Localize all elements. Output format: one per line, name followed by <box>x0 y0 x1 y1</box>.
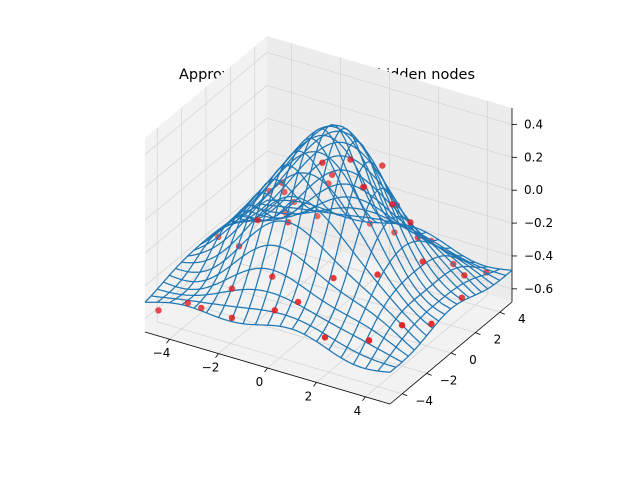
y-tick-mark <box>475 332 481 335</box>
wire-line-y <box>181 202 305 306</box>
data-point <box>407 219 414 226</box>
y-tick-label: 4 <box>518 312 526 326</box>
x-tick-label: 4 <box>354 404 362 418</box>
data-point <box>389 201 396 208</box>
data-point <box>271 307 278 314</box>
gridline-z <box>266 52 513 125</box>
wire-line-y <box>169 200 292 304</box>
y-tick-label: −4 <box>415 394 433 408</box>
gridline-z <box>266 150 513 224</box>
surface-wireframe <box>144 124 513 373</box>
data-point <box>328 171 336 178</box>
x-tick-label: 0 <box>256 375 264 389</box>
x-tick-mark <box>166 338 170 344</box>
x-tick-label: −4 <box>153 346 171 360</box>
data-point <box>254 216 261 224</box>
data-point <box>419 258 426 265</box>
gridline-y <box>205 280 452 354</box>
wire-line-y <box>279 127 402 327</box>
data-point <box>365 337 373 344</box>
data-point <box>330 274 337 282</box>
wire-line-y <box>242 137 366 324</box>
gridline-z <box>144 117 268 221</box>
gridline-z <box>144 216 268 320</box>
z-tick-label: 0.2 <box>524 150 543 164</box>
data-point <box>461 272 468 279</box>
gridline-z <box>266 117 513 191</box>
gridline-y <box>157 321 403 395</box>
z-tick-label: −0.2 <box>524 216 553 230</box>
y-tick-label: −2 <box>440 373 458 387</box>
gridline-z <box>144 183 268 287</box>
data-point <box>314 212 321 220</box>
wire-line-y <box>156 199 280 303</box>
data-point <box>228 314 236 321</box>
data-point <box>398 322 406 329</box>
wire-line-y <box>230 150 354 322</box>
y-tick-mark <box>402 393 408 397</box>
data-point <box>428 320 435 327</box>
data-point <box>228 285 236 292</box>
z-tick-label: 0.4 <box>524 117 543 131</box>
wire-line-y <box>266 124 390 326</box>
wire-line-y <box>254 128 378 325</box>
data-point <box>374 271 381 278</box>
y-tick-mark <box>426 373 432 376</box>
wire-line-y <box>352 255 476 365</box>
data-point <box>360 183 368 191</box>
x-tick-label: 2 <box>305 389 313 403</box>
y-tick-label: 2 <box>494 333 502 347</box>
y-tick-mark <box>450 352 457 356</box>
wire-line-y <box>340 240 464 359</box>
wire-line-y <box>377 268 501 372</box>
gridline-y <box>230 260 476 333</box>
wire-line-y <box>193 192 317 309</box>
data-point <box>184 299 191 307</box>
data-point <box>198 304 205 312</box>
data-point <box>294 298 302 306</box>
data-point <box>347 156 354 163</box>
points-front <box>155 156 468 344</box>
wire-line-y <box>328 215 451 351</box>
x-tick-label: −2 <box>202 361 220 375</box>
wire-line-y <box>389 269 513 373</box>
gridline-z <box>266 216 513 290</box>
plot-area <box>144 124 513 373</box>
data-point <box>458 294 466 301</box>
y-tick-label: 0 <box>469 353 477 367</box>
z-tick-label: −0.4 <box>524 249 553 263</box>
x-tick-mark <box>215 353 219 358</box>
wire-line-y <box>144 199 268 303</box>
wire-line-y <box>217 164 341 318</box>
data-point <box>155 307 162 314</box>
gridline-z <box>144 52 268 155</box>
wire-line-y <box>205 178 329 314</box>
gridline-z <box>266 84 513 158</box>
wire-line-y <box>364 265 488 370</box>
data-point <box>269 273 276 280</box>
axis-ticks: −4 −2 0 2 4 −4 −2 0 2 4 0.4 0.2 0.0 −0.2 −0.4 −0.6 <box>153 117 553 417</box>
y-tick-mark <box>499 311 505 315</box>
z-tick-label: −0.6 <box>524 282 553 296</box>
x-tick-mark <box>264 367 268 373</box>
wire-line-y <box>315 187 439 342</box>
data-point <box>319 159 326 166</box>
gridline-z <box>144 85 268 188</box>
z-tick-label: 0.0 <box>524 183 543 197</box>
data-point <box>379 162 386 169</box>
gridline-z <box>144 150 268 254</box>
x-tick-mark <box>313 382 317 387</box>
wire-line-y <box>303 161 427 335</box>
data-point <box>321 334 329 341</box>
x-tick-mark <box>362 396 366 402</box>
